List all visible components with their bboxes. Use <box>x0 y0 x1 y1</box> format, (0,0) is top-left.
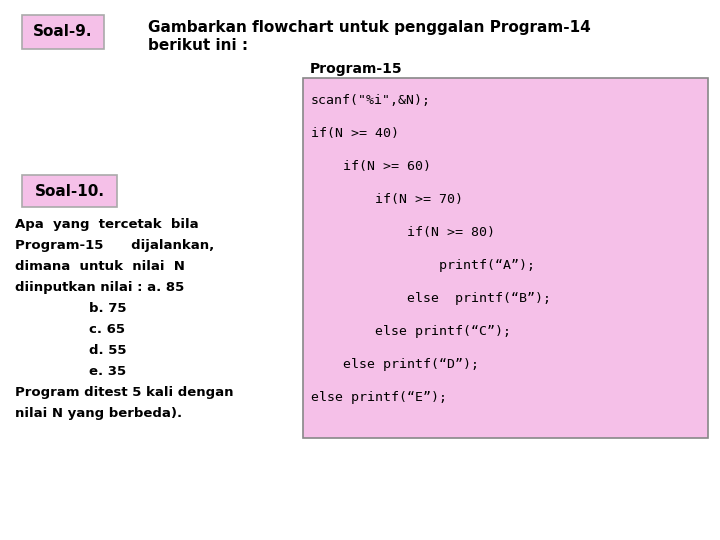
Text: else  printf(“B”);: else printf(“B”); <box>311 292 551 305</box>
Text: if(N >= 60): if(N >= 60) <box>311 160 431 173</box>
Text: c. 65: c. 65 <box>15 323 125 336</box>
Text: d. 55: d. 55 <box>15 344 127 357</box>
Text: if(N >= 70): if(N >= 70) <box>311 193 463 206</box>
Text: else printf(“C”);: else printf(“C”); <box>311 325 511 338</box>
Text: Gambarkan flowchart untuk penggalan Program-14: Gambarkan flowchart untuk penggalan Prog… <box>148 20 590 35</box>
Text: Soal-10.: Soal-10. <box>35 184 104 199</box>
Text: Soal-9.: Soal-9. <box>33 24 93 39</box>
Text: dimana  untuk  nilai  N: dimana untuk nilai N <box>15 260 185 273</box>
Text: if(N >= 80): if(N >= 80) <box>311 226 495 239</box>
FancyBboxPatch shape <box>22 175 117 207</box>
Text: nilai N yang berbeda).: nilai N yang berbeda). <box>15 407 182 420</box>
Text: Program ditest 5 kali dengan: Program ditest 5 kali dengan <box>15 386 233 399</box>
Text: else printf(“D”);: else printf(“D”); <box>311 358 479 371</box>
Text: scanf("%i",&N);: scanf("%i",&N); <box>311 94 431 107</box>
FancyBboxPatch shape <box>22 15 104 49</box>
Text: printf(“A”);: printf(“A”); <box>311 259 535 272</box>
Text: berikut ini :: berikut ini : <box>148 38 248 53</box>
Text: Program-15      dijalankan,: Program-15 dijalankan, <box>15 239 215 252</box>
Text: if(N >= 40): if(N >= 40) <box>311 127 399 140</box>
Text: Program-15: Program-15 <box>310 62 402 76</box>
Text: e. 35: e. 35 <box>15 365 126 378</box>
Text: Apa  yang  tercetak  bila: Apa yang tercetak bila <box>15 218 199 231</box>
FancyBboxPatch shape <box>303 78 708 438</box>
Text: else printf(“E”);: else printf(“E”); <box>311 391 447 404</box>
Text: b. 75: b. 75 <box>15 302 127 315</box>
Text: diinputkan nilai : a. 85: diinputkan nilai : a. 85 <box>15 281 184 294</box>
